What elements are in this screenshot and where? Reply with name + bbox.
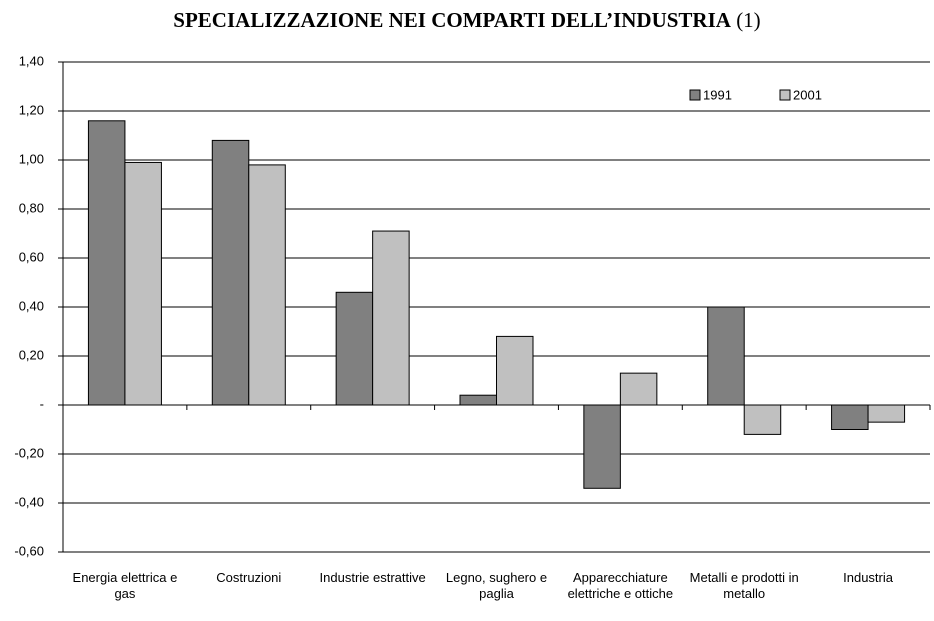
bar [87, 120, 126, 406]
bar [124, 161, 162, 406]
legend-label: 2001 [793, 87, 822, 102]
y-tick-label: -0,60 [14, 543, 44, 558]
y-tick-label: 0,40 [19, 298, 44, 313]
x-tick-label: Metalli e prodotti in metallo [689, 570, 799, 601]
y-tick-label: 1,00 [19, 151, 44, 166]
legend-label: 1991 [703, 87, 732, 102]
x-tick-label: Industria [843, 570, 893, 585]
y-tick-label: 1,40 [19, 53, 44, 68]
legend-box [682, 85, 854, 107]
bar [743, 404, 782, 435]
legend-swatch [689, 89, 701, 101]
chart-title: SPECIALIZZAZIONE NEI COMPARTI DELL’INDUS… [0, 8, 934, 33]
y-tick-label: 0,20 [19, 347, 44, 362]
bar [372, 230, 410, 406]
y-tick-label: 0,60 [19, 249, 44, 264]
y-tick-label: 0,80 [19, 200, 44, 215]
bar [211, 139, 250, 406]
bar [496, 335, 534, 406]
bar [459, 394, 497, 406]
x-tick-label: Costruzioni [216, 570, 282, 585]
title-text: SPECIALIZZAZIONE NEI COMPARTI DELL’INDUS… [173, 8, 731, 32]
bar [583, 404, 621, 489]
bar [707, 306, 745, 406]
bar [619, 372, 658, 406]
bar [248, 164, 286, 406]
x-tick-label: Energia elettrica e gas [72, 570, 178, 601]
y-tick-label: 1,20 [19, 102, 44, 117]
x-tick-label: Legno, sughero e paglia [445, 570, 548, 601]
x-tick-label: Apparecchiature elettriche e ottiche [567, 570, 674, 601]
y-tick-label: -0,40 [14, 494, 44, 509]
title-note: (1) [736, 8, 761, 32]
legend-swatch [779, 89, 791, 101]
y-tick-label: - [40, 396, 44, 411]
y-tick-label: -0,20 [14, 445, 44, 460]
bar [335, 291, 374, 406]
bar [867, 404, 906, 423]
x-tick-label: Industrie estrattive [319, 570, 426, 585]
bar [831, 404, 869, 430]
